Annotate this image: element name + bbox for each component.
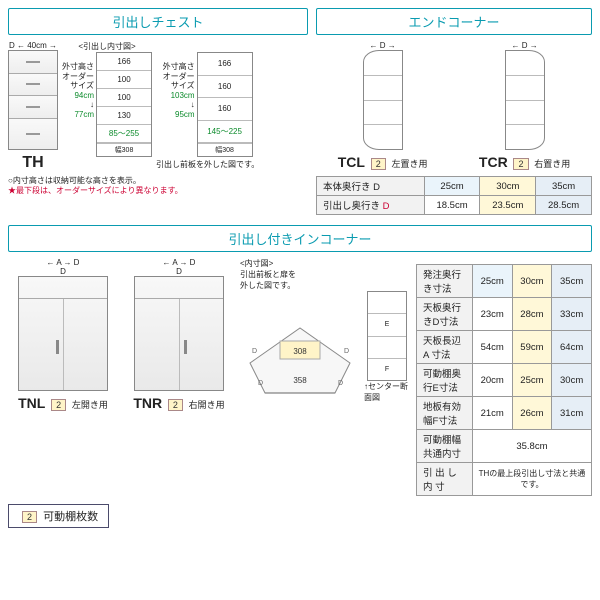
inner-label: <内寸図> [240,258,410,269]
drawer-chest-section: 引出しチェスト D ← 40cm → TH <引出し内寸図> 外寸高さ オーダー [8,8,308,215]
th-outer: D ← 40cm → TH [8,41,58,172]
th-left-height-dim: 外寸高さ オーダー サイズ 94cm↓ 77cm [62,52,94,157]
svg-text:358: 358 [293,376,307,385]
th-inner-right-col: 外寸高さ オーダー サイズ 103cm↓ 95cm 166 160 160 14… [156,41,259,170]
section-drawing: EF [367,291,407,381]
tnl-badge: 2 [51,399,66,411]
end-corner-table: 本体奥行き D 25cm 30cm 35cm 引出し奥行き D 18.5cm 2… [316,176,592,215]
svg-text:D: D [344,348,349,355]
tnr-sub: 右開き用 [189,400,225,410]
end-corner-title: エンドコーナー [316,8,592,35]
legend: 2 可動棚枚数 [8,504,109,528]
section-diagram-col: EF ↑センター断面図 [364,291,410,403]
tcr-drawing [505,50,545,150]
end-corner-section: エンドコーナー ← D → TCL 2 左置き用 ← D → TC [316,8,592,215]
th-inner-note: 引出し前板を外した図です。 [156,159,259,170]
th-inner-left: 166 100 100 130 85〜255 幅308 [96,52,152,157]
tcl-tcr-row: ← D → TCL 2 左置き用 ← D → TCR 2 右置き用 [316,41,592,170]
th-inner-label: <引出し内寸図> [78,41,135,52]
tcr-badge: 2 [513,158,528,170]
inner-note: 引出前板と扉を 外した図です。 [240,269,410,291]
tcl-drawing [363,50,403,150]
tcl-sub: 左置き用 [392,159,428,169]
tnl-sub: 左開き用 [72,400,108,410]
tcr-col: ← D → TCR 2 右置き用 [479,41,570,170]
tcl-badge: 2 [371,158,386,170]
in-corner-table-col: 発注奥行き寸法 25cm 30cm 35cm 天板奥行きD寸法 23cm 28c… [416,258,592,496]
section-caption: ↑センター断面図 [364,381,410,403]
legend-label: 可動棚枚数 [43,511,98,523]
drawer-chest-title: 引出しチェスト [8,8,308,35]
tnl-drawing [18,276,108,391]
svg-text:308: 308 [293,347,307,356]
legend-badge: 2 [22,511,37,523]
th-diagram-row: D ← 40cm → TH <引出し内寸図> 外寸高さ オーダー サイズ 94c… [8,41,308,172]
tnl-model: TNL [18,395,45,411]
th-width-dim: D ← 40cm → [9,41,57,50]
tcr-sub: 右置き用 [534,159,570,169]
th-right-height-dim: 外寸高さ オーダー サイズ 103cm↓ 95cm [163,52,195,157]
plan-diagram: 308 358 D D D D [240,323,360,403]
th-cabinet-drawing [8,50,58,150]
tcl-model: TCL [338,154,365,170]
th-model: TH [22,154,43,172]
in-corner-title: 引出し付きインコーナー [8,225,592,252]
tnr-badge: 2 [168,399,183,411]
svg-text:D: D [252,348,257,355]
tnr-drawing [134,276,224,391]
in-corner-table: 発注奥行き寸法 25cm 30cm 35cm 天板奥行きD寸法 23cm 28c… [416,264,592,496]
th-inner-left-col: <引出し内寸図> 外寸高さ オーダー サイズ 94cm↓ 77cm 166 10… [62,41,152,157]
ec-row1-label: 引出し奥行き D [317,196,425,215]
svg-text:D: D [338,380,343,387]
tnr-model: TNR [133,395,162,411]
tcr-model: TCR [479,154,508,170]
tcl-col: ← D → TCL 2 左置き用 [338,41,428,170]
in-corner-row: ← A → DD TNL 2 左開き用 ← A → DD TNR 2 右開き用 … [8,258,592,496]
top-row: 引出しチェスト D ← 40cm → TH <引出し内寸図> 外寸高さ オーダー [8,8,592,215]
ec-row0-label: 本体奥行き D [317,177,425,196]
svg-text:D: D [258,380,263,387]
th-inner-right: 166 160 160 145〜225 幅308 [197,52,253,157]
th-notes: ○内寸高さは収納可能な高さを表示。 ★最下段は、オーダーサイズにより異なります。 [8,176,308,197]
tnl-col: ← A → DD TNL 2 左開き用 [8,258,118,411]
plan-section-col: <内寸図> 引出前板と扉を 外した図です。 308 358 D D D D EF [240,258,410,403]
tnr-col: ← A → DD TNR 2 右開き用 [124,258,234,411]
